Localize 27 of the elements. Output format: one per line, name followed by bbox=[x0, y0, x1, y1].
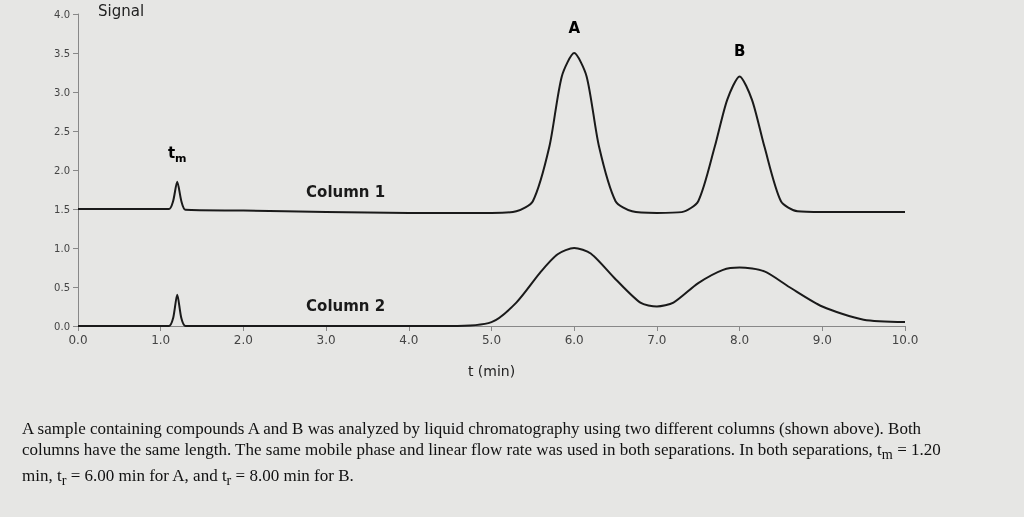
y-tick-label: 0.0 bbox=[54, 320, 70, 332]
annotation: B bbox=[733, 41, 746, 60]
x-tick-label: 10.0 bbox=[891, 333, 919, 347]
series-label: Column 2 bbox=[306, 296, 386, 315]
x-tick-label: 0.0 bbox=[68, 333, 88, 347]
x-tick-label: 9.0 bbox=[812, 333, 832, 347]
x-tick-label: 3.0 bbox=[316, 333, 336, 347]
x-tick-label: 1.0 bbox=[151, 333, 171, 347]
series-label: Column 1 bbox=[306, 182, 386, 201]
x-tick-label: 2.0 bbox=[233, 333, 253, 347]
x-tick-label: 4.0 bbox=[399, 333, 419, 347]
y-tick-label: 2.5 bbox=[54, 125, 70, 137]
y-tick-label: 0.5 bbox=[54, 281, 70, 293]
y-tick-label: 4.0 bbox=[54, 8, 70, 20]
x-tick-label: 7.0 bbox=[647, 333, 667, 347]
x-tick-label: 8.0 bbox=[730, 333, 750, 347]
x-tick-label: 6.0 bbox=[564, 333, 584, 347]
x-tick-label: 5.0 bbox=[481, 333, 502, 347]
y-tick-label: 1.0 bbox=[54, 242, 70, 254]
y-axis-title: Signal bbox=[98, 1, 145, 20]
y-tick-label: 3.0 bbox=[54, 86, 70, 98]
text: A sample containing compounds A and B was analyzed by liquid chromatography using two different columns (shown above). Both columns have the same length. The same mobile phase and linear flow rate was used in both separations. In both separations, t$_{m}$ = 1.20 min, t$_{r}$ = 6.00 min for A, and t$_{r}$ = 8.00 min for B. bbox=[22, 419, 941, 489]
y-tick-label: 3.5 bbox=[54, 47, 70, 59]
y-tick-label: 1.5 bbox=[54, 203, 70, 215]
x-axis-title: t (min) bbox=[467, 363, 516, 379]
y-tick-label: 2.0 bbox=[54, 164, 70, 176]
annotation: A bbox=[568, 18, 581, 37]
